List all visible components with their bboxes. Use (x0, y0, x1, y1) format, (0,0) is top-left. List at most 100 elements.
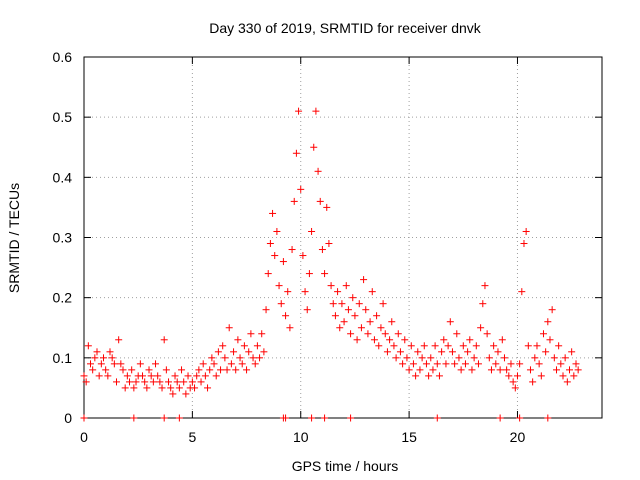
axis-data-point (496, 414, 504, 422)
data-point (154, 372, 162, 380)
data-point (128, 366, 136, 374)
data-point (477, 324, 485, 332)
data-point (160, 336, 168, 344)
data-point (377, 324, 385, 332)
data-point (472, 342, 480, 350)
data-point (368, 288, 376, 296)
grid-lines (84, 57, 602, 418)
data-point (305, 270, 313, 278)
data-point (498, 336, 506, 344)
data-point (537, 372, 545, 380)
data-point (106, 348, 114, 356)
data-point (136, 360, 144, 368)
data-point (271, 252, 279, 260)
data-point (284, 288, 292, 296)
data-point (503, 366, 511, 374)
data-point (390, 342, 398, 350)
data-point (80, 372, 88, 380)
data-point (210, 360, 218, 368)
axis-data-point (175, 414, 183, 422)
data-point (225, 324, 233, 332)
data-point (388, 318, 396, 326)
data-point (381, 330, 389, 338)
data-point (386, 336, 394, 344)
data-point (572, 360, 580, 368)
data-point (468, 366, 476, 374)
data-point (555, 342, 563, 350)
data-point (145, 366, 153, 374)
data-point (286, 324, 294, 332)
data-point (321, 270, 329, 278)
data-point (171, 372, 179, 380)
axis-data-point (130, 414, 138, 422)
y-tick-label: 0 (64, 410, 72, 426)
data-point (435, 372, 443, 380)
data-point (141, 378, 149, 386)
data-point (487, 366, 495, 374)
data-point (310, 143, 318, 151)
data-point (173, 378, 181, 386)
data-point (565, 366, 573, 374)
data-point (279, 258, 287, 266)
data-point (457, 366, 465, 374)
data-point (290, 197, 298, 205)
data-point (184, 372, 192, 380)
data-point (416, 366, 424, 374)
data-point (392, 354, 400, 362)
data-point (193, 372, 201, 380)
data-point (420, 342, 428, 350)
data-point (275, 282, 283, 290)
data-point (152, 360, 160, 368)
chart-title: Day 330 of 2019, SRMTID for receiver dnv… (209, 20, 482, 36)
data-point (557, 360, 565, 368)
data-point (232, 366, 240, 374)
data-point (178, 366, 186, 374)
data-point (470, 354, 478, 362)
data-point (117, 360, 125, 368)
data-point (466, 336, 474, 344)
y-axis-label: SRMTID / TECUs (6, 183, 22, 293)
data-point (191, 384, 199, 392)
data-point (312, 107, 320, 115)
data-point (204, 384, 212, 392)
data-point (253, 342, 261, 350)
data-point (433, 360, 441, 368)
data-point (362, 306, 370, 314)
data-point (199, 360, 207, 368)
data-point (234, 336, 242, 344)
data-point (108, 354, 116, 362)
data-point (529, 378, 537, 386)
data-points (80, 107, 582, 422)
data-point (485, 354, 493, 362)
data-point (505, 372, 513, 380)
y-tick-label: 0.1 (53, 350, 73, 366)
data-point (264, 270, 272, 278)
data-point (559, 372, 567, 380)
data-point (336, 324, 344, 332)
data-point (132, 378, 140, 386)
data-point (438, 348, 446, 356)
data-point (180, 378, 188, 386)
data-point (494, 348, 502, 356)
data-point (156, 378, 164, 386)
data-point (539, 330, 547, 338)
axis-data-point (516, 414, 524, 422)
data-point (143, 384, 151, 392)
data-point (511, 384, 519, 392)
data-point (522, 227, 530, 235)
data-point (201, 372, 209, 380)
x-tick-label: 10 (293, 429, 309, 445)
x-tick-label: 15 (401, 429, 417, 445)
data-point (91, 354, 99, 362)
data-point (223, 366, 231, 374)
data-point (373, 312, 381, 320)
data-point (574, 366, 582, 374)
data-point (247, 330, 255, 338)
data-point (316, 197, 324, 205)
data-point (357, 324, 365, 332)
data-point (490, 342, 498, 350)
data-point (500, 354, 508, 362)
data-point (219, 342, 227, 350)
data-point (570, 372, 578, 380)
